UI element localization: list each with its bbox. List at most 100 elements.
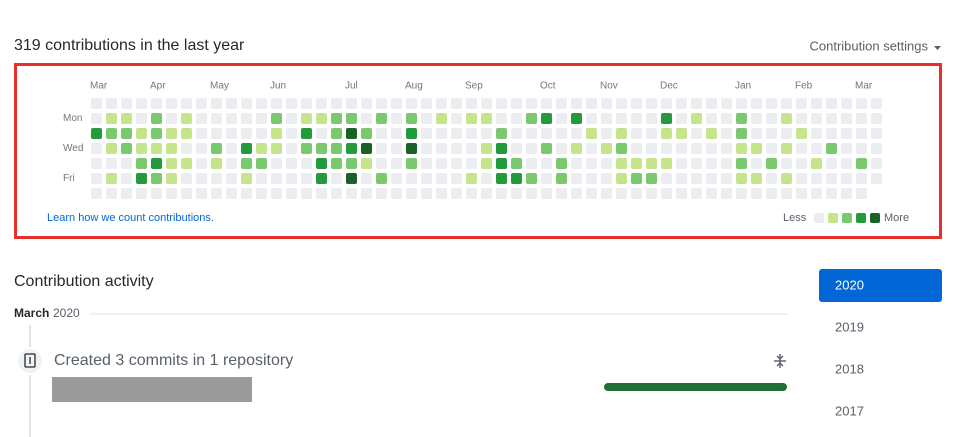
day-cell xyxy=(526,98,537,109)
day-cell xyxy=(586,128,597,139)
day-cell xyxy=(721,143,732,154)
activity-title: Contribution activity xyxy=(14,273,154,290)
day-cell xyxy=(211,188,222,199)
day-cell xyxy=(256,173,267,184)
redacted-repo xyxy=(52,377,252,402)
day-cell xyxy=(181,113,192,124)
day-cell xyxy=(721,113,732,124)
day-cell xyxy=(676,188,687,199)
day-cell xyxy=(316,188,327,199)
day-cell xyxy=(331,128,342,139)
year-button[interactable]: 2019 xyxy=(835,319,864,334)
day-cell xyxy=(211,158,222,169)
activity-month: March xyxy=(14,306,49,320)
day-cell xyxy=(766,128,777,139)
day-cell xyxy=(481,128,492,139)
day-cell xyxy=(511,128,522,139)
month-label: Mar xyxy=(855,81,873,92)
day-cell xyxy=(406,98,417,109)
day-cell xyxy=(121,98,132,109)
day-cell xyxy=(571,128,582,139)
settings-link[interactable]: Contribution settings xyxy=(809,38,928,53)
fold-icon[interactable] xyxy=(774,354,786,368)
day-cell xyxy=(436,143,447,154)
day-cell xyxy=(631,98,642,109)
day-cell xyxy=(811,113,822,124)
legend-swatch xyxy=(842,213,852,223)
day-cell xyxy=(541,158,552,169)
day-cell xyxy=(646,143,657,154)
day-cell xyxy=(571,173,582,184)
day-cell xyxy=(241,188,252,199)
day-cell xyxy=(616,188,627,199)
day-cell xyxy=(751,98,762,109)
day-cell xyxy=(646,158,657,169)
day-cell xyxy=(466,113,477,124)
day-cell xyxy=(406,128,417,139)
day-cell xyxy=(451,173,462,184)
day-cell xyxy=(766,98,777,109)
day-cell xyxy=(481,173,492,184)
month-label: May xyxy=(210,81,229,92)
day-cell xyxy=(601,173,612,184)
day-cell xyxy=(241,113,252,124)
day-cell xyxy=(391,173,402,184)
day-cell xyxy=(571,143,582,154)
day-cell xyxy=(541,143,552,154)
day-cell xyxy=(571,113,582,124)
day-cell xyxy=(601,158,612,169)
day-cell xyxy=(346,188,357,199)
day-cell xyxy=(256,98,267,109)
day-cell xyxy=(856,173,867,184)
day-cell xyxy=(406,113,417,124)
day-cell xyxy=(661,128,672,139)
day-cell xyxy=(496,128,507,139)
day-cell xyxy=(511,98,522,109)
year-button[interactable]: 2018 xyxy=(835,361,864,376)
day-cell xyxy=(421,98,432,109)
settings-caret[interactable] xyxy=(934,46,941,50)
legend-swatch xyxy=(828,213,838,223)
day-cell xyxy=(826,113,837,124)
day-cell xyxy=(841,158,852,169)
day-cell xyxy=(256,113,267,124)
day-cell xyxy=(391,158,402,169)
day-cell xyxy=(136,113,147,124)
day-cell xyxy=(286,143,297,154)
day-cell xyxy=(736,143,747,154)
year-button[interactable]: 2017 xyxy=(835,403,864,418)
day-cell xyxy=(226,128,237,139)
day-cell xyxy=(586,98,597,109)
day-cell xyxy=(541,188,552,199)
day-cell xyxy=(211,173,222,184)
day-cell xyxy=(556,188,567,199)
day-cell xyxy=(391,188,402,199)
day-cell xyxy=(541,98,552,109)
day-cell xyxy=(526,188,537,199)
day-cell xyxy=(841,128,852,139)
day-cell xyxy=(346,113,357,124)
day-cell xyxy=(601,143,612,154)
day-cell xyxy=(316,113,327,124)
day-cell xyxy=(811,143,822,154)
day-cell xyxy=(751,158,762,169)
learn-link[interactable]: Learn how we count contributions. xyxy=(47,212,214,224)
day-cell xyxy=(91,128,102,139)
contributions-title: 319 contributions in the last year xyxy=(14,37,245,54)
month-label: Jun xyxy=(270,81,286,92)
day-cell xyxy=(361,143,372,154)
day-cell xyxy=(136,98,147,109)
day-cell xyxy=(196,128,207,139)
day-cell xyxy=(391,128,402,139)
day-cell xyxy=(496,188,507,199)
year-button[interactable]: 2020 xyxy=(835,277,864,292)
year-selected-bg[interactable] xyxy=(819,269,942,302)
day-cell xyxy=(751,113,762,124)
day-cell xyxy=(436,173,447,184)
day-cell xyxy=(616,128,627,139)
day-cell xyxy=(241,98,252,109)
day-cell xyxy=(661,188,672,199)
day-cell xyxy=(151,143,162,154)
day-cell xyxy=(796,98,807,109)
day-cell xyxy=(706,143,717,154)
